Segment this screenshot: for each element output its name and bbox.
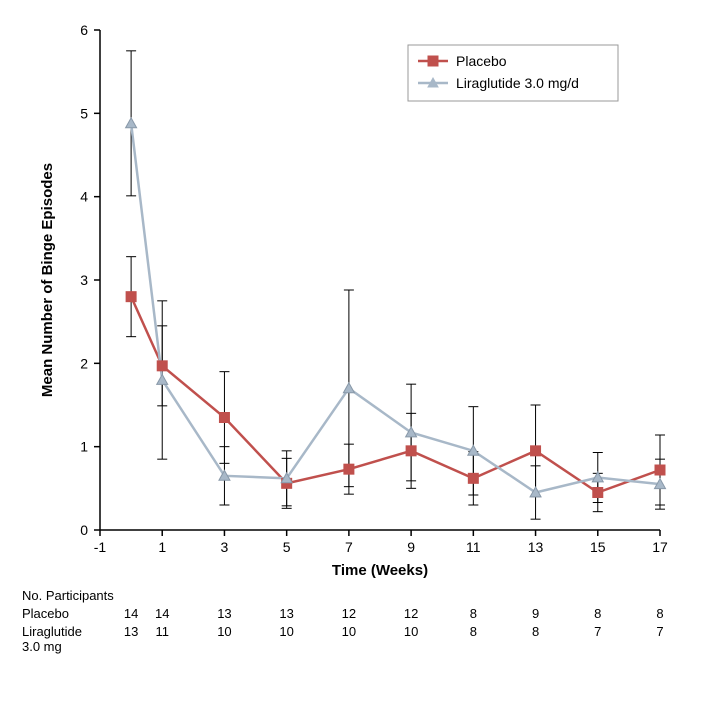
x-tick-label: 1: [158, 539, 166, 555]
table-cell: 8: [594, 606, 601, 621]
y-tick-label: 6: [80, 22, 88, 38]
data-point: [344, 464, 354, 474]
x-tick-label: 15: [590, 539, 606, 555]
table-cell: 11: [155, 624, 169, 639]
table-cell: 10: [217, 624, 231, 639]
data-point: [219, 413, 229, 423]
x-tick-label: 13: [528, 539, 544, 555]
x-tick-label: 3: [221, 539, 229, 555]
table-cell: 10: [404, 624, 418, 639]
data-point: [406, 446, 416, 456]
data-point: [655, 465, 665, 475]
table-cell: 14: [155, 606, 169, 621]
data-point: [126, 292, 136, 302]
data-point: [157, 361, 167, 371]
table-row-label: Placebo: [22, 606, 69, 621]
table-cell: 8: [470, 606, 477, 621]
table-cell: 14: [124, 606, 138, 621]
series-line: [131, 297, 660, 493]
x-tick-label: 7: [345, 539, 353, 555]
line-chart: 0123456-11357911131517Time (Weeks)Mean N…: [20, 20, 689, 681]
data-point: [157, 375, 168, 385]
y-tick-label: 0: [80, 522, 88, 538]
x-axis-label: Time (Weeks): [332, 562, 428, 579]
y-tick-label: 5: [80, 105, 88, 121]
table-cell: 13: [279, 606, 293, 621]
table-cell: 10: [342, 624, 356, 639]
y-tick-label: 4: [80, 189, 88, 205]
table-cell: 12: [404, 606, 418, 621]
x-tick-label: 11: [466, 539, 481, 555]
table-cell: 7: [594, 624, 601, 639]
data-point: [126, 118, 137, 128]
y-axis-label: Mean Number of Binge Episodes: [39, 163, 56, 397]
chart-container: 0123456-11357911131517Time (Weeks)Mean N…: [20, 20, 689, 681]
data-point: [593, 488, 603, 498]
data-point: [343, 383, 354, 393]
y-tick-label: 3: [80, 272, 88, 288]
table-cell: 9: [532, 606, 539, 621]
table-cell: 8: [532, 624, 539, 639]
table-cell: 8: [470, 624, 477, 639]
legend: [408, 45, 618, 101]
table-cell: 10: [279, 624, 293, 639]
table-row-label: 3.0 mg: [22, 639, 62, 654]
x-tick-label: 9: [407, 539, 415, 555]
table-row-label: Liraglutide: [22, 624, 82, 639]
x-tick-label: -1: [94, 539, 107, 555]
data-point: [531, 446, 541, 456]
legend-label: Placebo: [456, 53, 507, 69]
y-tick-label: 1: [80, 439, 88, 455]
data-point: [468, 473, 478, 483]
table-cell: 12: [342, 606, 356, 621]
table-cell: 8: [656, 606, 663, 621]
x-tick-label: 5: [283, 539, 291, 555]
table-cell: 7: [656, 624, 663, 639]
x-tick-label: 17: [652, 539, 668, 555]
legend-label: Liraglutide 3.0 mg/d: [456, 75, 579, 91]
table-header: No. Participants: [22, 588, 114, 603]
y-tick-label: 2: [80, 355, 88, 371]
table-cell: 13: [124, 624, 138, 639]
table-cell: 13: [217, 606, 231, 621]
series-line: [131, 123, 660, 492]
